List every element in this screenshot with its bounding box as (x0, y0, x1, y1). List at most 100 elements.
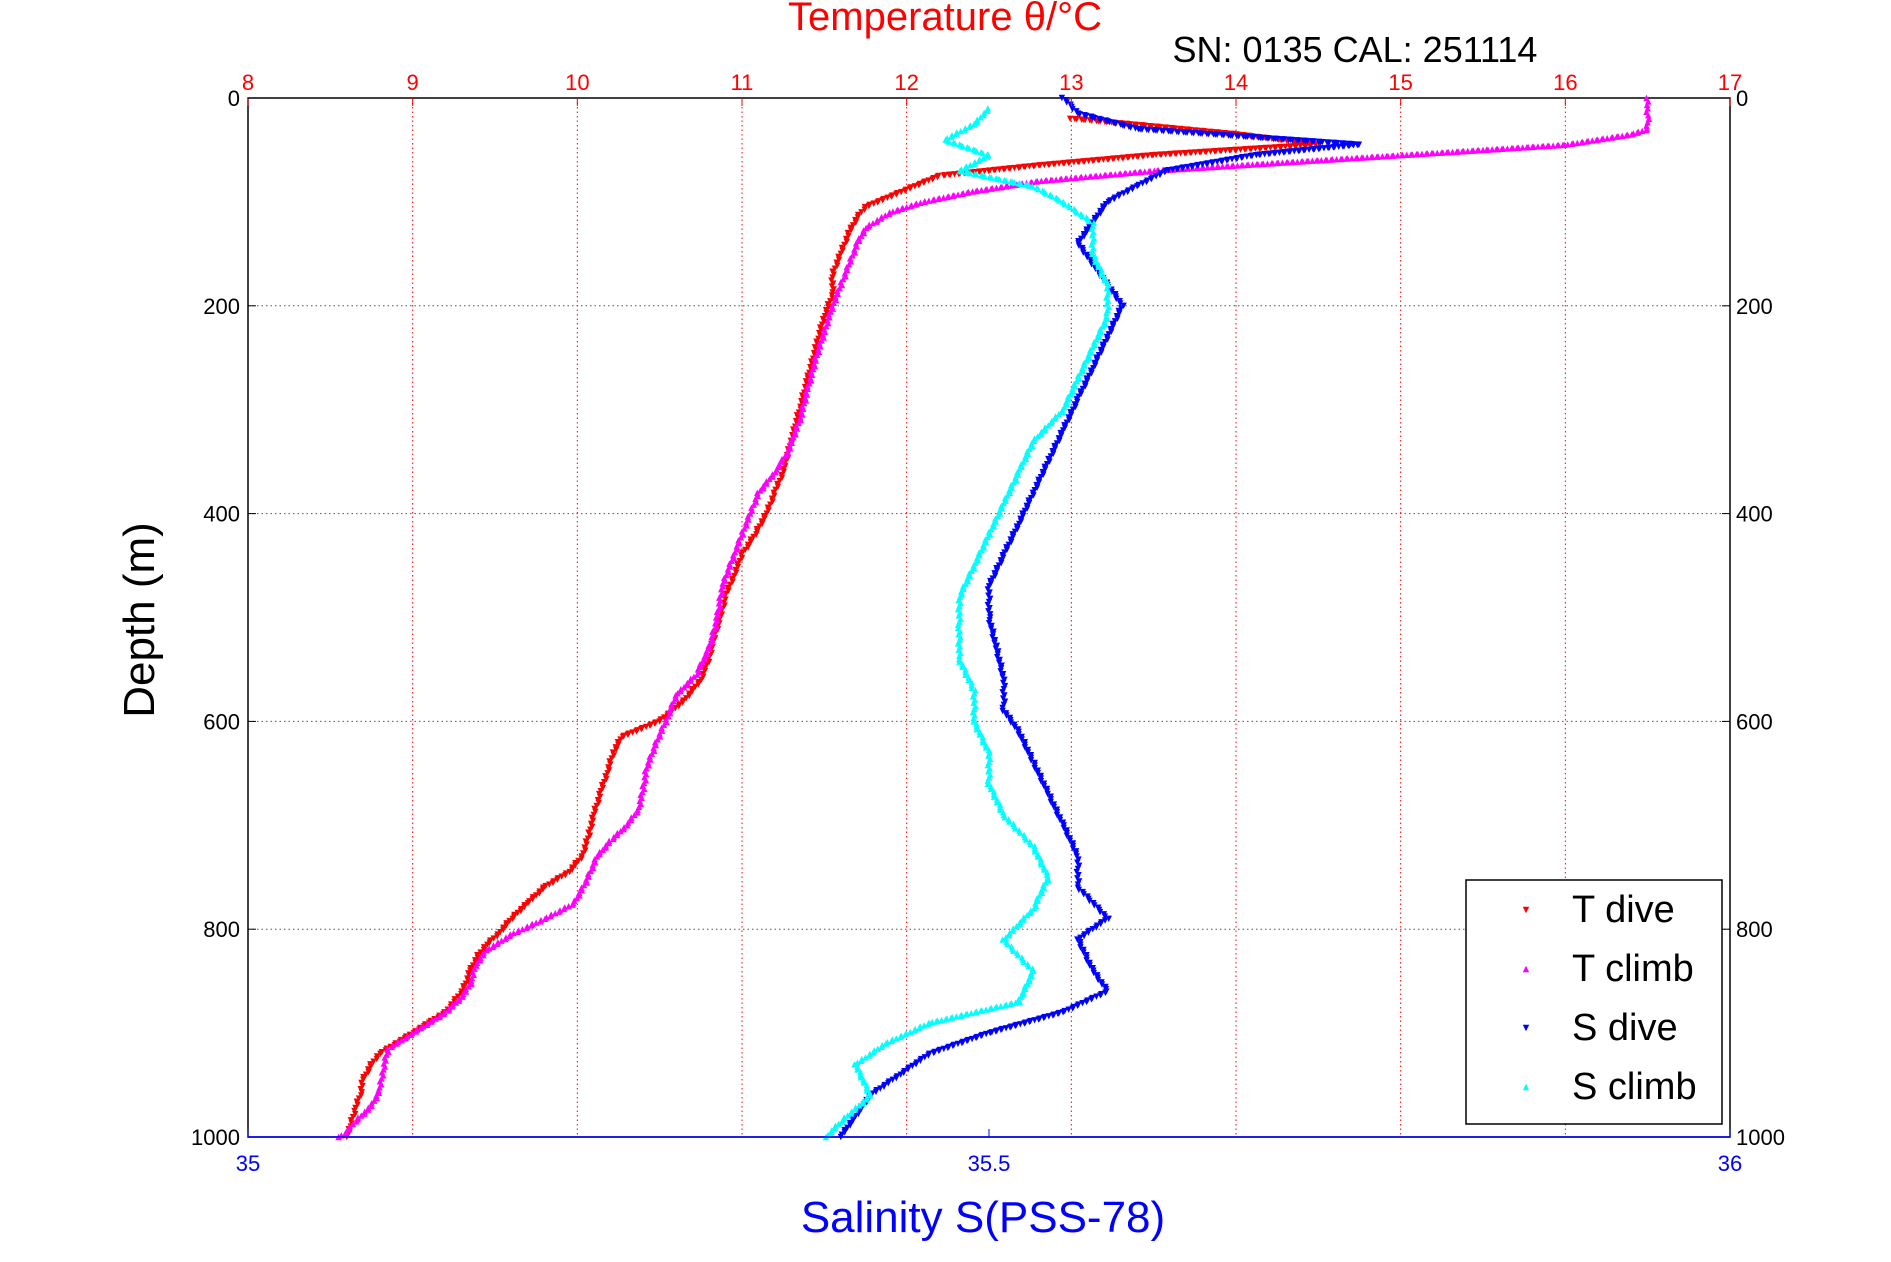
data-point (763, 480, 770, 487)
data-point (1080, 158, 1087, 165)
data-point (1228, 162, 1236, 170)
data-point (1079, 212, 1086, 219)
data-point (1238, 162, 1245, 169)
data-point (668, 701, 675, 708)
data-point (1428, 150, 1435, 157)
data-point (757, 487, 764, 494)
data-point (1077, 944, 1084, 951)
data-point (1288, 158, 1296, 166)
data-point (477, 957, 484, 964)
data-point (968, 684, 975, 691)
data-point (1058, 94, 1066, 102)
data-point (1305, 146, 1313, 154)
data-point (1235, 133, 1242, 140)
data-point (912, 1061, 920, 1068)
data-point (1568, 140, 1576, 148)
data-point (462, 988, 470, 995)
data-point (1035, 185, 1042, 193)
data-point (860, 227, 867, 234)
data-point (1078, 235, 1085, 243)
data-point (612, 746, 620, 754)
data-point (1003, 712, 1010, 719)
data-point (1538, 143, 1546, 150)
data-point (1057, 176, 1064, 183)
data-point (1276, 144, 1284, 151)
data-point (1166, 151, 1174, 158)
data-point (1186, 149, 1194, 157)
y-axis-label: Depth (m) (115, 522, 164, 718)
data-point (1105, 198, 1112, 206)
data-point (1237, 146, 1244, 153)
data-point (1097, 210, 1104, 217)
data-point (589, 861, 596, 869)
data-point (402, 1035, 409, 1042)
data-point (1529, 143, 1536, 151)
data-point (860, 1079, 867, 1086)
data-point (1040, 783, 1048, 790)
legend-box (1465, 879, 1723, 1125)
data-point (1063, 832, 1071, 839)
data-point (1097, 116, 1105, 124)
data-point (656, 730, 663, 737)
data-point (1020, 916, 1027, 923)
data-point (1010, 947, 1017, 954)
data-point (679, 699, 686, 706)
data-point (1162, 151, 1169, 158)
data-point (1304, 137, 1311, 145)
data-point (1459, 148, 1466, 155)
data-point (1081, 116, 1089, 124)
data-point (925, 1052, 932, 1059)
data-point (666, 707, 673, 714)
data-point (993, 184, 1000, 191)
data-point (956, 658, 963, 665)
data-point (973, 148, 980, 155)
data-point (1253, 161, 1260, 168)
data-point (1097, 920, 1104, 928)
data-point (985, 167, 992, 175)
data-point (997, 1002, 1005, 1010)
data-point (1092, 258, 1099, 265)
data-point (1002, 934, 1010, 941)
data-point (1101, 276, 1108, 284)
data-point (1025, 963, 1032, 970)
data-point (455, 997, 463, 1004)
data-point (1002, 183, 1010, 190)
data-point (1223, 162, 1230, 170)
data-point (1198, 130, 1206, 138)
data-point (1056, 197, 1063, 204)
data-point (1007, 719, 1015, 726)
data-point (1207, 148, 1214, 155)
data-point (1040, 866, 1048, 873)
data-point (1041, 161, 1048, 169)
data-point (1085, 929, 1092, 936)
data-point (1363, 154, 1371, 161)
data-point (662, 715, 670, 723)
data-point (1091, 172, 1099, 180)
data-point (1273, 135, 1281, 143)
data-point (370, 1058, 377, 1065)
data-point (1139, 153, 1146, 160)
data-point (602, 844, 610, 851)
data-point (857, 1057, 865, 1065)
data-point (832, 293, 839, 301)
data-point (970, 169, 977, 176)
data-point (1643, 122, 1650, 129)
tick-label-depth-right: 0 (1736, 86, 1748, 111)
data-point (1423, 150, 1430, 157)
data-point (687, 677, 694, 685)
data-point (1050, 161, 1057, 168)
data-point (1327, 156, 1335, 163)
data-point (465, 983, 472, 990)
data-point (1141, 122, 1149, 130)
data-point (468, 974, 476, 982)
data-point (1181, 150, 1189, 157)
data-point (987, 1005, 994, 1013)
data-point (1042, 177, 1049, 184)
data-point (1168, 128, 1176, 135)
data-point (930, 1049, 937, 1057)
data-point (982, 1006, 990, 1013)
data-point (844, 1112, 851, 1119)
data-point (873, 218, 880, 225)
data-point (1037, 430, 1045, 438)
data-point (1096, 908, 1104, 916)
